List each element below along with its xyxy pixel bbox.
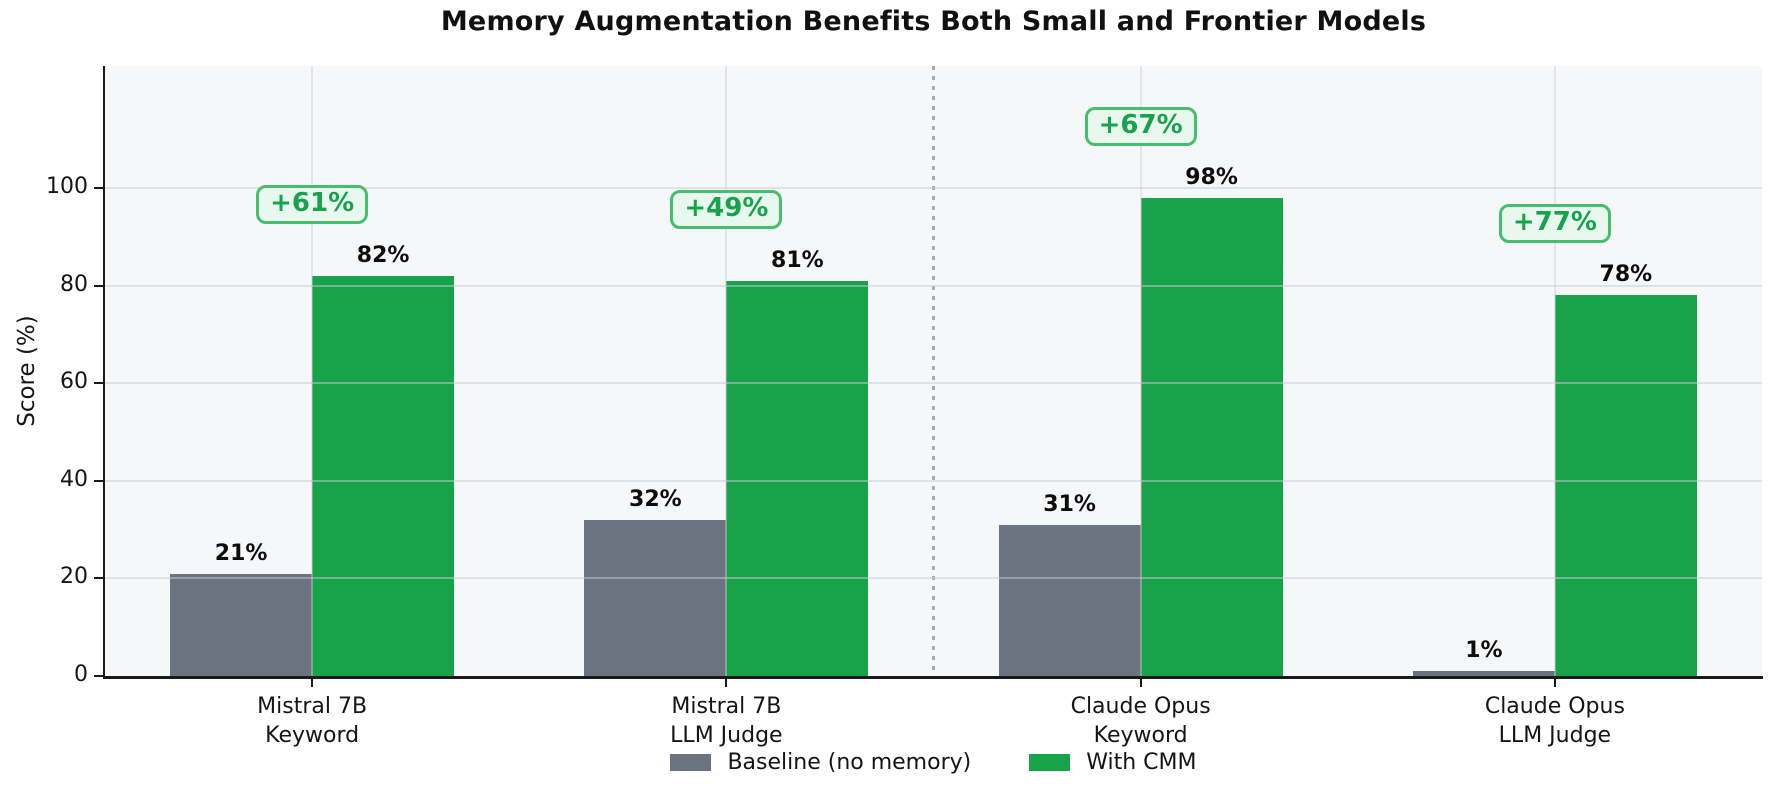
x-tick-mark bbox=[311, 679, 314, 687]
x-tick-label-line: Claude Opus bbox=[1070, 694, 1211, 719]
x-tick-mark bbox=[1553, 679, 1556, 687]
x-tick-label-line: Keyword bbox=[1093, 723, 1188, 749]
bar-value-label: 32% bbox=[629, 486, 682, 512]
x-tick-label-line: LLM Judge bbox=[1498, 723, 1612, 749]
x-tick-label-line: Keyword bbox=[265, 723, 360, 749]
x-tick-mark bbox=[1139, 679, 1142, 687]
y-tick-label: 100 bbox=[46, 174, 88, 199]
bar-value-label: 82% bbox=[356, 242, 410, 268]
x-tick-label: Mistral 7B Keyword bbox=[257, 692, 367, 750]
bar-baseline bbox=[170, 573, 313, 676]
bar-baseline bbox=[1412, 671, 1555, 676]
bar-value-label: 78% bbox=[1599, 262, 1653, 288]
y-tick-label: 40 bbox=[60, 466, 88, 492]
x-tick-mark bbox=[725, 679, 728, 687]
v-gridline bbox=[1139, 66, 1142, 676]
h-gridline bbox=[105, 382, 1762, 385]
v-gridline bbox=[1553, 66, 1556, 676]
v-gridline bbox=[725, 66, 728, 676]
y-axis-spine bbox=[103, 66, 105, 677]
bar-cmm bbox=[1554, 295, 1697, 676]
bar-cmm bbox=[1140, 197, 1283, 676]
x-tick-label-line: Claude Opus bbox=[1484, 694, 1625, 719]
legend-swatch-baseline bbox=[670, 754, 712, 771]
h-gridline bbox=[105, 479, 1762, 482]
legend-item-baseline: Baseline (no memory) bbox=[670, 750, 971, 775]
x-tick-label: Mistral 7B LLM Judge bbox=[670, 692, 782, 750]
h-gridline bbox=[105, 187, 1762, 189]
h-gridline bbox=[105, 284, 1762, 287]
bar-value-label: 98% bbox=[1185, 164, 1238, 190]
legend-swatch-cmm bbox=[1029, 754, 1071, 771]
chart-title: Memory Augmentation Benefits Both Small … bbox=[440, 6, 1427, 37]
h-gridline bbox=[105, 577, 1762, 580]
x-axis-spine bbox=[103, 676, 1763, 679]
y-tick-label: 0 bbox=[74, 662, 88, 687]
y-tick-label: 20 bbox=[60, 564, 88, 590]
bar-value-label: 81% bbox=[771, 247, 824, 273]
bar-value-label: 21% bbox=[214, 540, 268, 566]
x-tick-label-line: LLM Judge bbox=[670, 723, 783, 749]
legend: Baseline (no memory) With CMM bbox=[105, 750, 1762, 775]
x-tick-label: Claude Opus Keyword bbox=[1071, 692, 1211, 750]
x-tick-label-line: Mistral 7B bbox=[257, 694, 368, 719]
improvement-badge: +67% bbox=[1084, 106, 1197, 146]
bar-value-label: 31% bbox=[1043, 491, 1096, 517]
y-tick-label: 80 bbox=[60, 271, 88, 297]
x-tick-label-line: Mistral 7B bbox=[671, 694, 782, 719]
model-group-divider bbox=[932, 66, 935, 676]
improvement-badge: +49% bbox=[670, 189, 783, 229]
legend-label-cmm: With CMM bbox=[1086, 750, 1197, 775]
y-axis-label: Score (%) bbox=[14, 315, 40, 427]
legend-label-baseline: Baseline (no memory) bbox=[727, 750, 972, 775]
bar-baseline bbox=[998, 524, 1141, 676]
bar-value-label: 1% bbox=[1465, 638, 1503, 664]
plot-area: 21% 82% +61% 32% 81% +49% 31% 98% +67% 1% 78% +77% bbox=[105, 66, 1762, 676]
bar-cmm bbox=[726, 280, 869, 676]
v-gridline bbox=[311, 66, 314, 676]
improvement-badge: +77% bbox=[1498, 204, 1611, 244]
x-tick-label: Claude Opus LLM Judge bbox=[1485, 692, 1625, 750]
improvement-badge: +61% bbox=[256, 184, 369, 224]
bar-cmm bbox=[312, 275, 455, 676]
bar-baseline bbox=[584, 519, 727, 676]
legend-item-cmm: With CMM bbox=[1029, 750, 1197, 775]
